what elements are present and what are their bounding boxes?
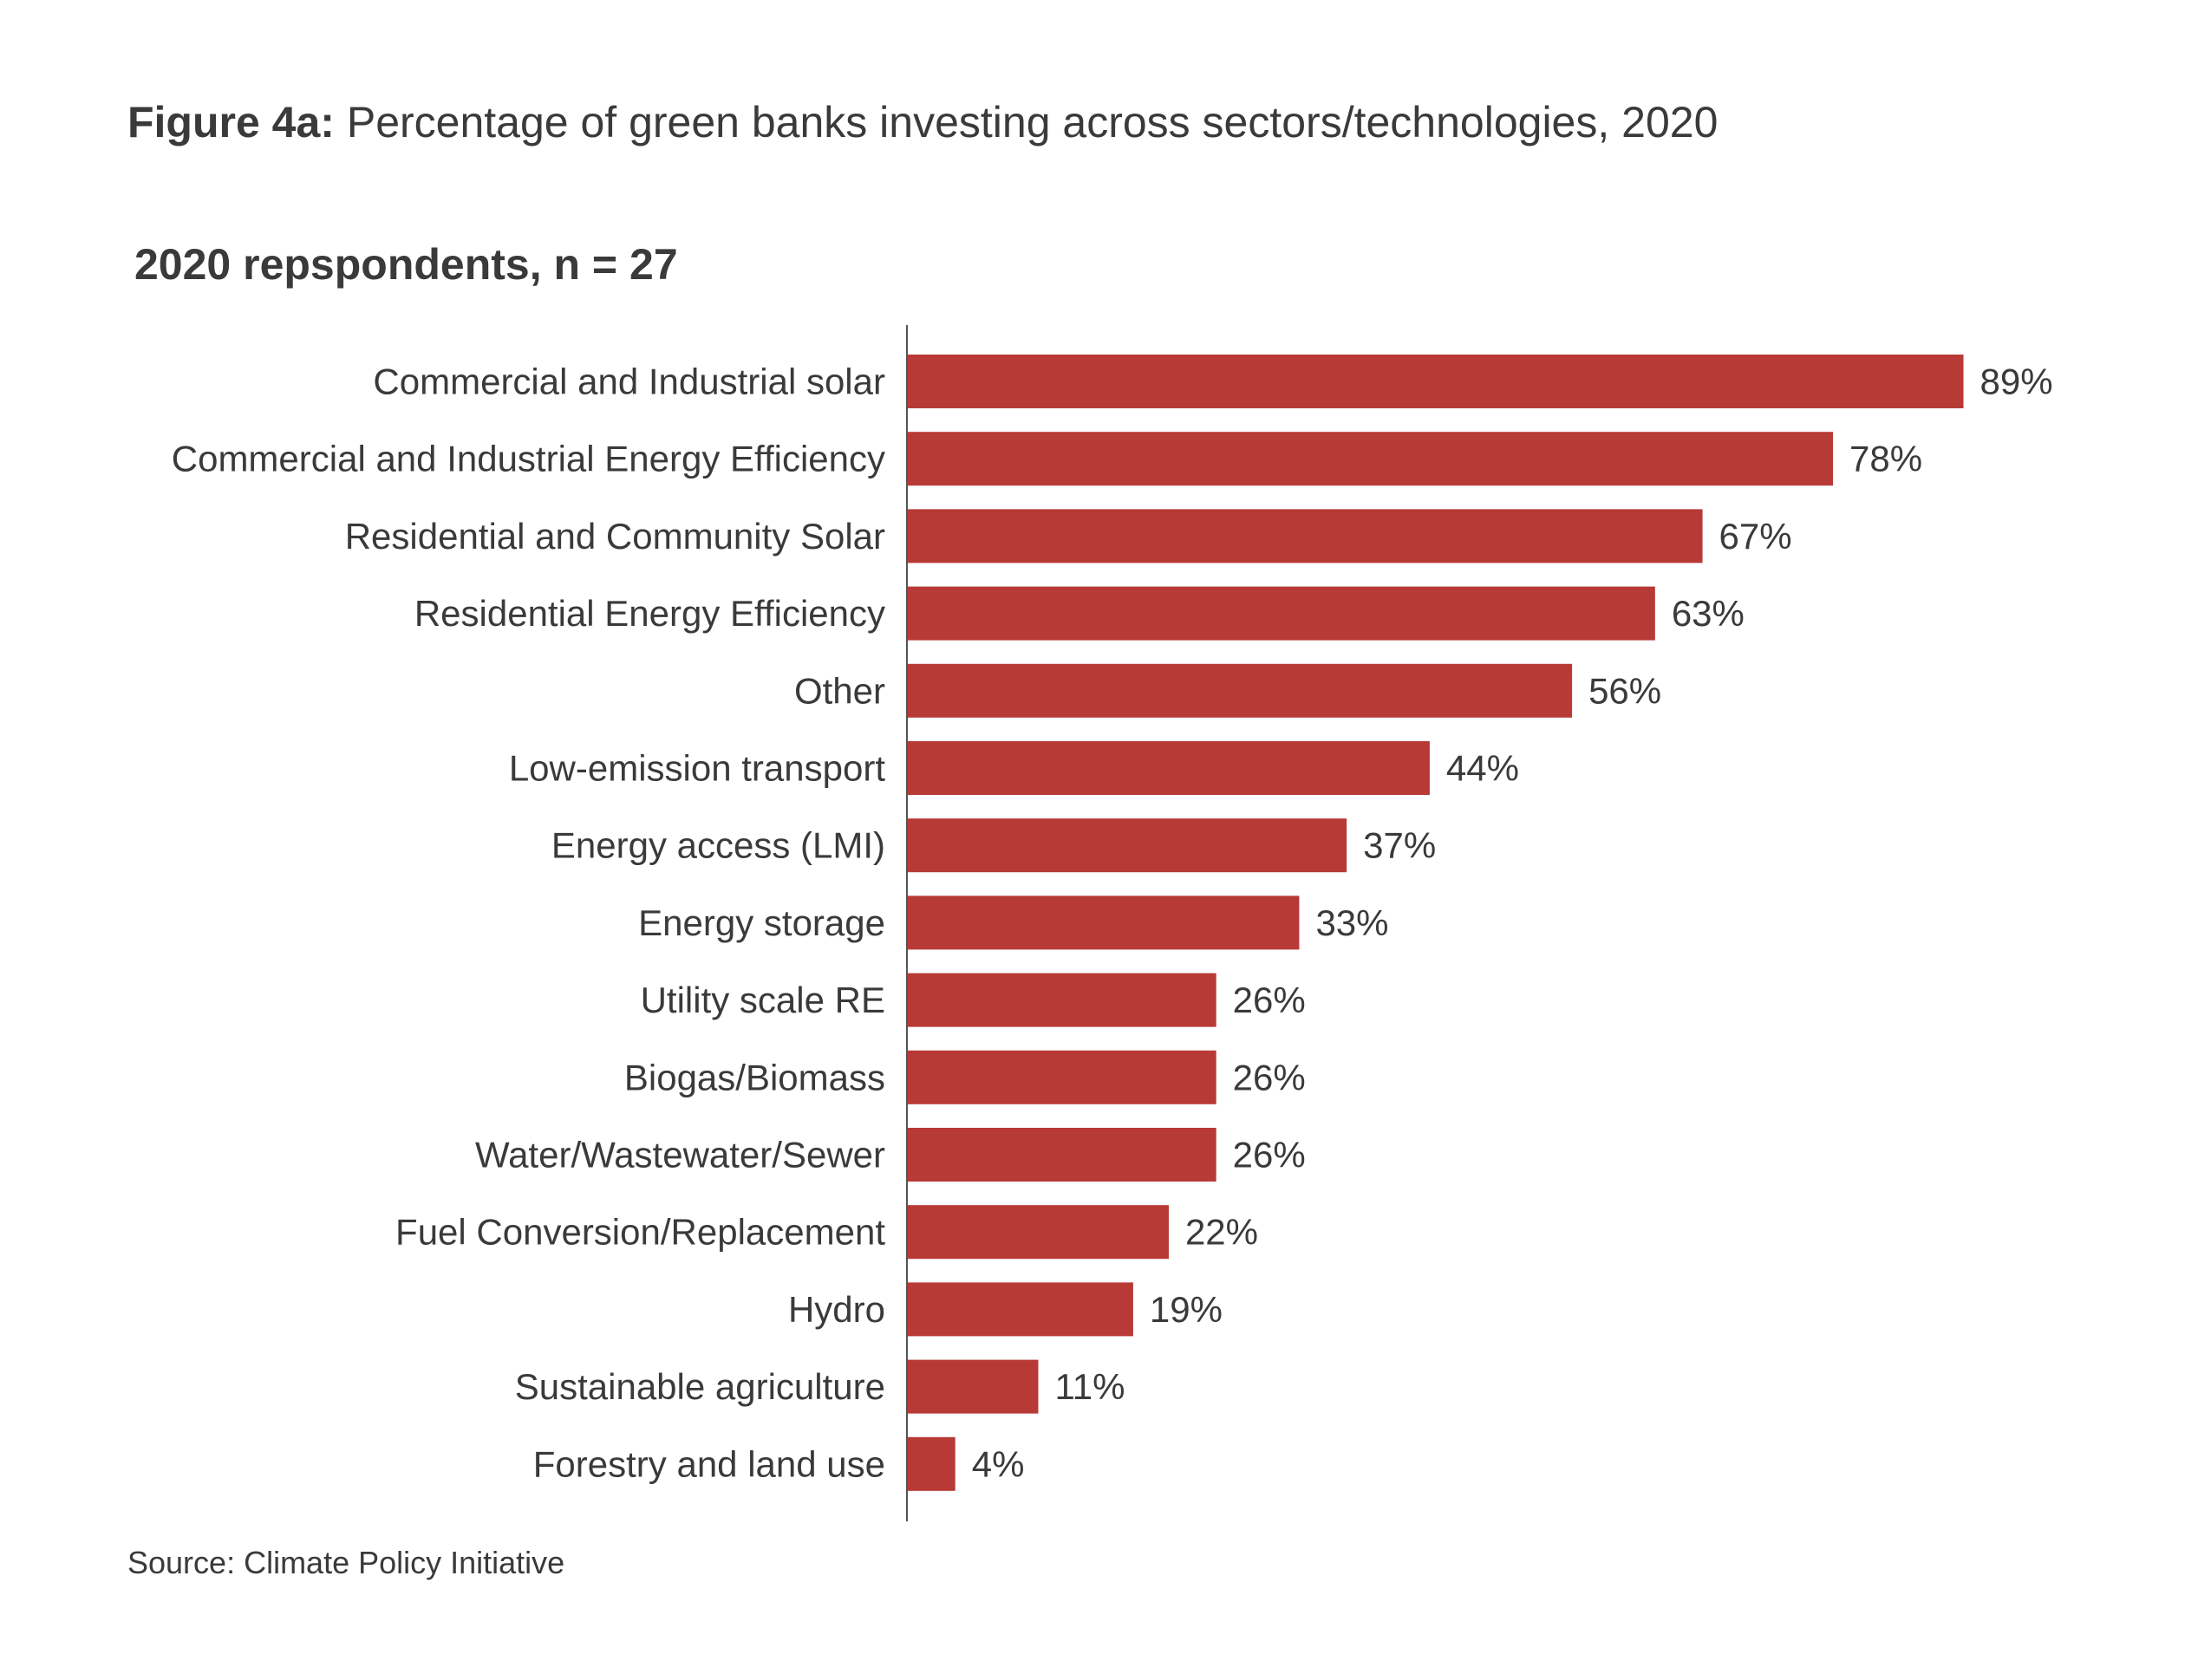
- category-label: Sustainable agriculture: [515, 1366, 885, 1407]
- value-label: 33%: [1315, 902, 1388, 943]
- category-label: Commercial and Industrial solar: [373, 361, 885, 402]
- value-label: 19%: [1150, 1289, 1223, 1330]
- category-label: Water/Wastewater/Sewer: [475, 1135, 885, 1175]
- value-label: 89%: [1980, 361, 2053, 402]
- category-label: Energy access (LMI): [551, 825, 885, 866]
- value-label: 11%: [1054, 1366, 1125, 1407]
- value-label: 26%: [1233, 1135, 1306, 1175]
- bar: [908, 586, 1655, 641]
- category-label: Low-emission transport: [509, 748, 886, 789]
- value-label: 56%: [1588, 670, 1661, 711]
- source-note: Source: Climate Policy Initiative: [127, 1545, 565, 1580]
- category-label: Residential and Community Solar: [345, 516, 885, 557]
- category-label: Commercial and Industrial Energy Efficie…: [172, 439, 885, 479]
- value-label: 37%: [1363, 825, 1436, 866]
- category-label: Forestry and land use: [533, 1443, 885, 1484]
- category-label: Fuel Conversion/Replacement: [395, 1212, 885, 1253]
- bar: [908, 1205, 1169, 1260]
- value-label: 78%: [1849, 439, 1922, 479]
- bar: [908, 1436, 955, 1491]
- bar: [908, 1050, 1216, 1104]
- bar: [908, 818, 1347, 873]
- value-label: 26%: [1233, 980, 1306, 1020]
- bar: [908, 432, 1834, 486]
- bar: [908, 1359, 1039, 1414]
- figure-title: Figure 4a: Percentage of green banks inv…: [127, 97, 1718, 147]
- bar: [908, 355, 1964, 408]
- value-label: 67%: [1719, 516, 1792, 557]
- category-label: Hydro: [788, 1289, 885, 1330]
- bar: [908, 1128, 1216, 1182]
- value-label: 44%: [1446, 748, 1519, 789]
- category-label: Other: [794, 670, 885, 711]
- bar: [908, 1282, 1133, 1337]
- category-label: Utility scale RE: [641, 980, 885, 1020]
- value-label: 22%: [1185, 1212, 1258, 1253]
- chart-subtitle: 2020 repspondents, n = 27: [134, 240, 678, 289]
- value-label: 63%: [1672, 593, 1745, 634]
- category-label: Energy storage: [638, 902, 885, 943]
- figure-label: Figure 4a:: [127, 98, 335, 147]
- bar: [908, 741, 1430, 795]
- bar: [908, 663, 1573, 718]
- bar: [908, 509, 1703, 563]
- value-label: 4%: [972, 1443, 1025, 1484]
- bar: [908, 895, 1300, 950]
- figure-title-text: Percentage of green banks investing acro…: [346, 98, 1719, 147]
- bar: [908, 973, 1216, 1027]
- category-label: Biogas/Biomass: [624, 1057, 885, 1097]
- category-label: Residential Energy Efficiency: [414, 593, 885, 634]
- value-label: 26%: [1233, 1057, 1306, 1097]
